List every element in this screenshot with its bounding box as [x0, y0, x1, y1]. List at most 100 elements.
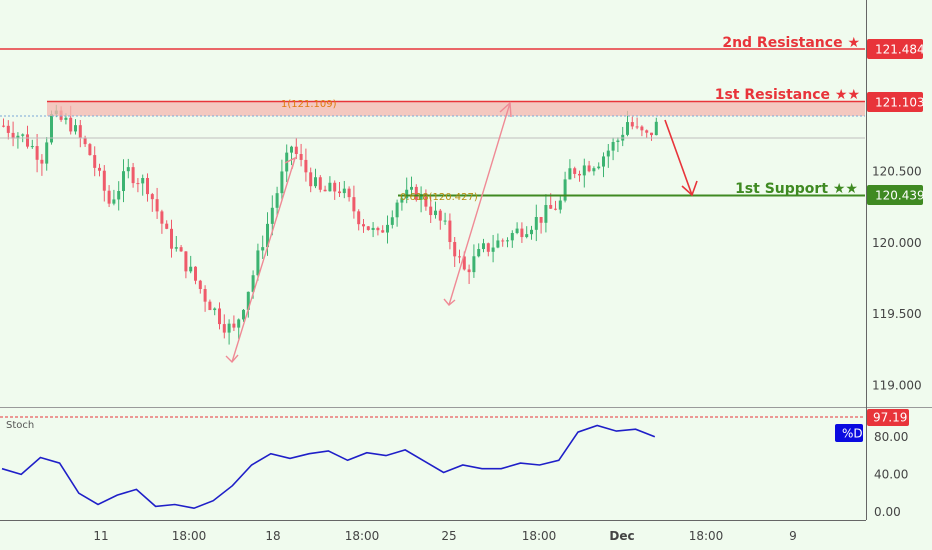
candle-body: [419, 193, 423, 200]
candle-body: [400, 198, 404, 203]
projection-arrows: [225, 101, 512, 364]
candle-body: [136, 183, 140, 185]
stoch-d-line: [1, 424, 656, 510]
candle-body: [640, 126, 644, 131]
candle-body: [208, 301, 212, 311]
candle-body: [213, 308, 217, 311]
candle-body: [246, 291, 250, 310]
stoch-overbought-tag: 97.19: [867, 409, 909, 426]
candle-body: [501, 240, 505, 242]
stoch-d-tag-bg: [835, 424, 863, 442]
candle-body: [390, 217, 394, 225]
candle-body: [443, 220, 447, 222]
candle-body: [227, 323, 231, 333]
candle-body: [160, 211, 164, 224]
first-resistance-tag: 121.103: [867, 92, 925, 112]
candle-body: [338, 191, 341, 194]
first-resistance-tag-text: 121.103: [875, 96, 925, 110]
first-support-tag-text: 120.439: [875, 189, 925, 203]
candle-body: [88, 144, 92, 156]
candle-body: [242, 309, 245, 320]
candle-body: [414, 186, 418, 200]
candle-body: [26, 134, 29, 147]
candle-body: [486, 243, 490, 252]
time-tick-label: 25: [441, 529, 456, 543]
candle-body: [371, 227, 375, 230]
candle-body: [410, 186, 413, 190]
stoch-tick-label: 80.00: [874, 430, 908, 444]
candle-body: [534, 217, 538, 230]
candle-body: [98, 167, 101, 171]
candle-body: [549, 205, 553, 209]
candle-body: [510, 233, 514, 241]
candle-body: [203, 289, 207, 302]
candle-body: [318, 177, 322, 190]
candle-body: [165, 223, 169, 229]
candle-body: [304, 159, 308, 173]
candle-body: [131, 167, 135, 184]
first-support-tag: 120.439: [867, 185, 925, 205]
down-arrow-head: [681, 180, 698, 197]
candle-body: [357, 211, 361, 225]
price-tick-label: 120.000: [872, 236, 922, 250]
candle-body: [587, 165, 591, 172]
candle-body: [482, 243, 485, 250]
first-resistance-tag-bg: [867, 92, 923, 112]
stoch-overbought-tag-bg: [867, 409, 909, 426]
candle-body: [30, 146, 34, 148]
resistance-zone: [47, 101, 865, 116]
candle-body: [280, 171, 284, 194]
candle-body: [78, 125, 82, 138]
projection-arrow-2-head: [499, 101, 512, 118]
candle-body: [376, 227, 380, 231]
candle-body: [74, 125, 77, 132]
candle-body: [294, 146, 298, 155]
candle-body: [50, 114, 53, 143]
fib-top-label: 1(121.109): [281, 99, 337, 110]
candle-body: [568, 168, 572, 180]
candle-body: [467, 269, 471, 273]
first-support-label: 1st Support ★★: [735, 181, 858, 197]
time-tick-label: 9: [789, 529, 797, 543]
candle-body: [558, 200, 562, 210]
price-tick-label: 119.500: [872, 307, 922, 321]
candle-body: [366, 226, 370, 230]
candle-body: [477, 249, 481, 257]
candle-body: [381, 230, 385, 233]
candle-body: [83, 137, 87, 145]
candle-body: [93, 155, 97, 168]
candle-body: [582, 165, 586, 176]
second-resistance-tag-bg: [867, 39, 923, 59]
time-tick-label: 18:00: [689, 529, 724, 543]
candle-body: [155, 199, 159, 212]
candle-body: [395, 202, 399, 218]
candle-body: [635, 126, 639, 128]
candle-body: [592, 168, 596, 172]
candle-body: [102, 170, 106, 191]
candle-body: [189, 266, 193, 272]
candle-body: [21, 134, 25, 136]
projection-arrow-1: [231, 157, 296, 363]
candle-body: [266, 223, 269, 248]
candle-body: [453, 242, 457, 257]
candle-body: [237, 319, 241, 328]
candle-body: [539, 217, 543, 223]
candle-body: [184, 251, 188, 272]
time-tick-label: 18: [265, 529, 280, 543]
candle-body: [438, 210, 442, 221]
second-resistance-label: 2nd Resistance ★: [722, 35, 860, 51]
time-tick-label: 11: [93, 529, 108, 543]
time-tick-label: 18:00: [172, 529, 207, 543]
candle-body: [602, 156, 605, 167]
candle-body: [222, 324, 226, 333]
time-axis-ticks: 11 18:00 18 18:00 25 18:00 Dec 18:00 9: [93, 529, 796, 543]
candle-body: [6, 125, 10, 133]
candle-body: [405, 189, 409, 199]
time-tick-label: 18:00: [345, 529, 380, 543]
candle-body: [606, 150, 610, 157]
candle-body: [491, 247, 495, 252]
stoch-tick-label: 40.00: [874, 467, 908, 481]
candle-body: [194, 266, 197, 281]
